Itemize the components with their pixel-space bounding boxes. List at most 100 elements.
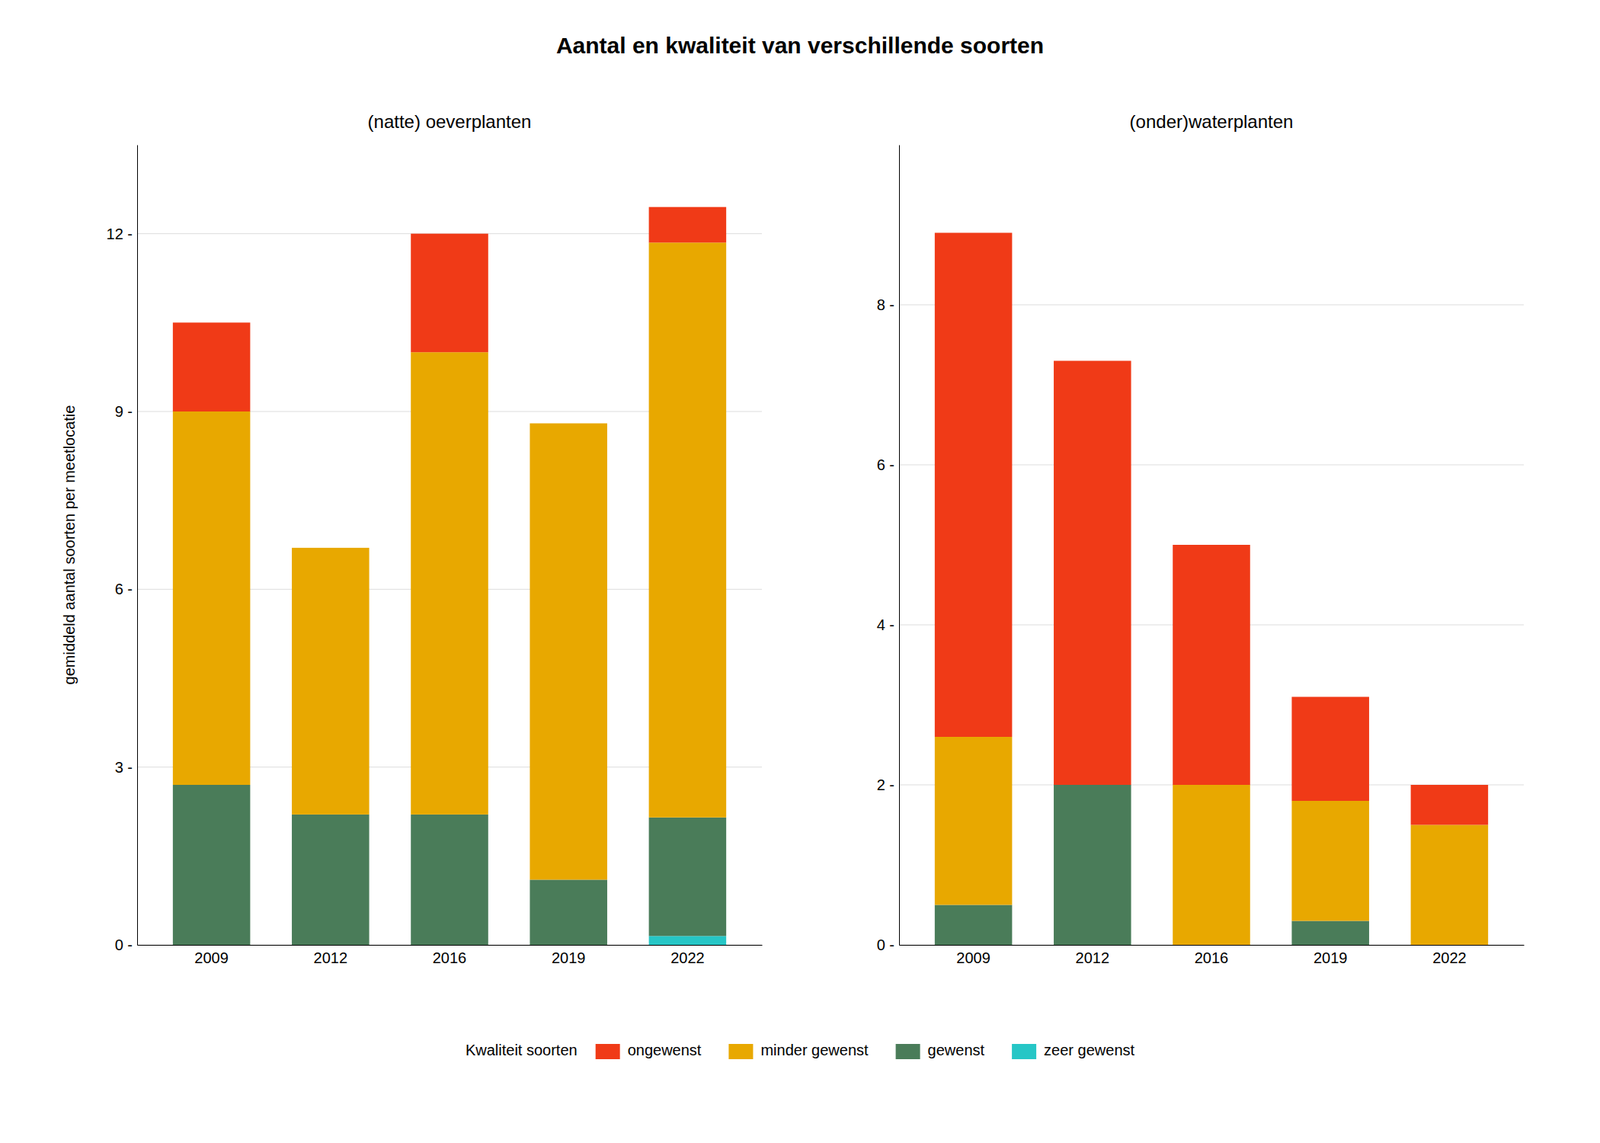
legend-title: Kwaliteit soorten bbox=[465, 1041, 578, 1059]
y-tick: 12 - bbox=[106, 225, 138, 243]
bar-segment bbox=[291, 547, 370, 548]
y-tick: 0 - bbox=[115, 936, 138, 954]
axis-line bbox=[137, 145, 138, 946]
x-tick: 2022 bbox=[670, 944, 705, 967]
axis-line bbox=[137, 944, 763, 946]
tick-label: 6 - bbox=[876, 456, 895, 474]
x-tick: 2012 bbox=[313, 944, 349, 967]
x-tick: 2022 bbox=[1432, 944, 1467, 967]
bar-segment bbox=[1291, 800, 1370, 922]
tick-label: 6 - bbox=[115, 580, 133, 598]
bar-segment bbox=[410, 352, 489, 815]
bar-segment bbox=[291, 814, 370, 945]
legend-item: minder gewenst bbox=[728, 1041, 869, 1060]
bar-segment bbox=[529, 422, 608, 424]
panel: 0 -2 -4 -6 -8 -20092012201620192022(onde… bbox=[876, 111, 1525, 967]
tick-label: 0 - bbox=[115, 936, 133, 954]
y-tick: 9 - bbox=[115, 403, 138, 420]
tick-label: 8 - bbox=[876, 296, 895, 314]
bars bbox=[934, 233, 1488, 946]
bar-segment bbox=[1172, 544, 1251, 785]
bar-segment bbox=[1172, 784, 1251, 945]
x-tick: 2016 bbox=[432, 944, 468, 967]
panel: 0 - 3 - 6 - 9 - 12 - 2009 2012 2016 2019 2022 (nat… bbox=[60, 111, 763, 967]
series bbox=[172, 207, 727, 412]
bar-segment bbox=[649, 817, 727, 937]
tick-label: 2019 bbox=[551, 949, 586, 967]
tick-label: 3 - bbox=[115, 758, 133, 776]
y-tick: 4 - bbox=[876, 616, 900, 634]
y-axis: 0 - 2 - 4 - 6 - 8 - bbox=[876, 145, 900, 954]
legend-swatch bbox=[595, 1043, 621, 1060]
y-tick: 6 - bbox=[876, 456, 900, 474]
tick-label: 2009 bbox=[956, 949, 991, 967]
bar-segment bbox=[649, 207, 727, 244]
bar-segment bbox=[934, 233, 1013, 738]
bar-segment bbox=[1053, 361, 1132, 786]
y-axis-title: gemiddeld aantal soorten per meetlocatie bbox=[60, 405, 78, 685]
tick-label: 4 - bbox=[876, 616, 895, 634]
bar-segment bbox=[1291, 697, 1370, 802]
legend-label: minder gewenst bbox=[760, 1041, 869, 1059]
tick-label: 0 - bbox=[876, 936, 895, 954]
tick-label: 2019 bbox=[1313, 949, 1348, 967]
y-axis: 0 - 3 - 6 - 9 - 12 - bbox=[106, 145, 138, 954]
x-tick: 2012 bbox=[1075, 944, 1111, 967]
x-axis: 2009 2012 2016 2019 2022 bbox=[137, 944, 763, 967]
tick-label: 2022 bbox=[670, 949, 705, 967]
series bbox=[934, 233, 1488, 826]
y-tick: 3 - bbox=[115, 758, 138, 776]
bars bbox=[172, 207, 727, 945]
bar-segment bbox=[1411, 784, 1489, 826]
tick-label: 2009 bbox=[194, 949, 229, 967]
bar-segment bbox=[649, 242, 727, 817]
grid bbox=[137, 233, 762, 945]
tick-label: 2016 bbox=[1194, 949, 1229, 967]
bar-segment bbox=[1053, 784, 1132, 945]
x-tick: 2016 bbox=[1194, 944, 1229, 967]
legend: Kwaliteit soorten ongewenst minder gewenst… bbox=[465, 1041, 1136, 1060]
tick-label: 2012 bbox=[313, 949, 349, 967]
tick-label: 2 - bbox=[876, 776, 895, 794]
legend-swatch bbox=[896, 1043, 921, 1060]
title: Aantal en kwaliteit van verschillende so… bbox=[556, 32, 1044, 58]
tick-label: 2012 bbox=[1075, 949, 1111, 967]
x-tick: 2019 bbox=[1313, 944, 1348, 967]
tick-label: 2022 bbox=[1432, 949, 1467, 967]
legend-item: gewenst bbox=[896, 1041, 986, 1060]
x-tick: 2009 bbox=[194, 944, 229, 967]
legend-item: ongewenst bbox=[595, 1041, 702, 1060]
legend-label: gewenst bbox=[928, 1041, 986, 1059]
tick-label: 12 - bbox=[106, 225, 133, 243]
legend-swatch bbox=[728, 1043, 753, 1060]
series bbox=[649, 935, 727, 945]
y-tick: 8 - bbox=[876, 296, 900, 314]
bar-segment bbox=[934, 905, 1013, 946]
y-tick: 6 - bbox=[115, 580, 138, 598]
legend-label: zeer gewenst bbox=[1043, 1041, 1135, 1059]
legend-swatch bbox=[1011, 1043, 1037, 1060]
axis-line bbox=[899, 145, 900, 946]
y-tick: 2 - bbox=[876, 776, 900, 794]
bar-segment bbox=[410, 814, 489, 945]
x-tick: 2009 bbox=[956, 944, 991, 967]
bar-segment bbox=[1411, 825, 1489, 946]
legend-item: zeer gewenst bbox=[1011, 1041, 1135, 1060]
bar-segment bbox=[172, 784, 251, 945]
x-tick: 2019 bbox=[551, 944, 586, 967]
bar-segment bbox=[934, 736, 1013, 906]
axis-line bbox=[899, 944, 1525, 946]
x-axis: 2009 2012 2016 2019 2022 bbox=[899, 944, 1525, 967]
tick-label: 2016 bbox=[432, 949, 468, 967]
bar-segment bbox=[410, 233, 489, 353]
tick-label: 9 - bbox=[115, 403, 133, 420]
subtitle: (natte) oeverplanten bbox=[368, 111, 532, 132]
y-tick: 0 - bbox=[876, 936, 900, 954]
bar-segment bbox=[1291, 921, 1370, 946]
bar-segment bbox=[172, 411, 251, 785]
bar-segment bbox=[649, 935, 727, 945]
bar-segment bbox=[529, 423, 608, 880]
legend-label: ongewenst bbox=[627, 1041, 702, 1059]
chart: Aantal en kwaliteit van verschillende so… bbox=[0, 0, 1600, 1143]
bar-segment bbox=[291, 547, 370, 815]
